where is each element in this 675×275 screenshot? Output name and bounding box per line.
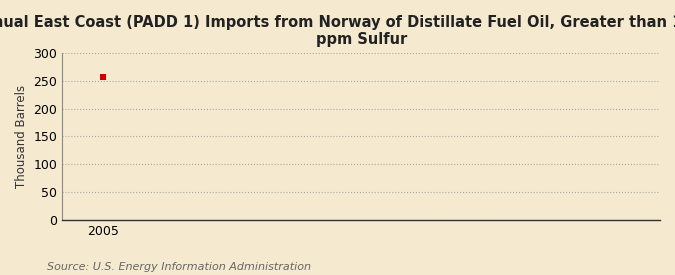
Y-axis label: Thousand Barrels: Thousand Barrels [15,85,28,188]
Text: Source: U.S. Energy Information Administration: Source: U.S. Energy Information Administ… [47,262,311,272]
Title: Annual East Coast (PADD 1) Imports from Norway of Distillate Fuel Oil, Greater t: Annual East Coast (PADD 1) Imports from … [0,15,675,47]
